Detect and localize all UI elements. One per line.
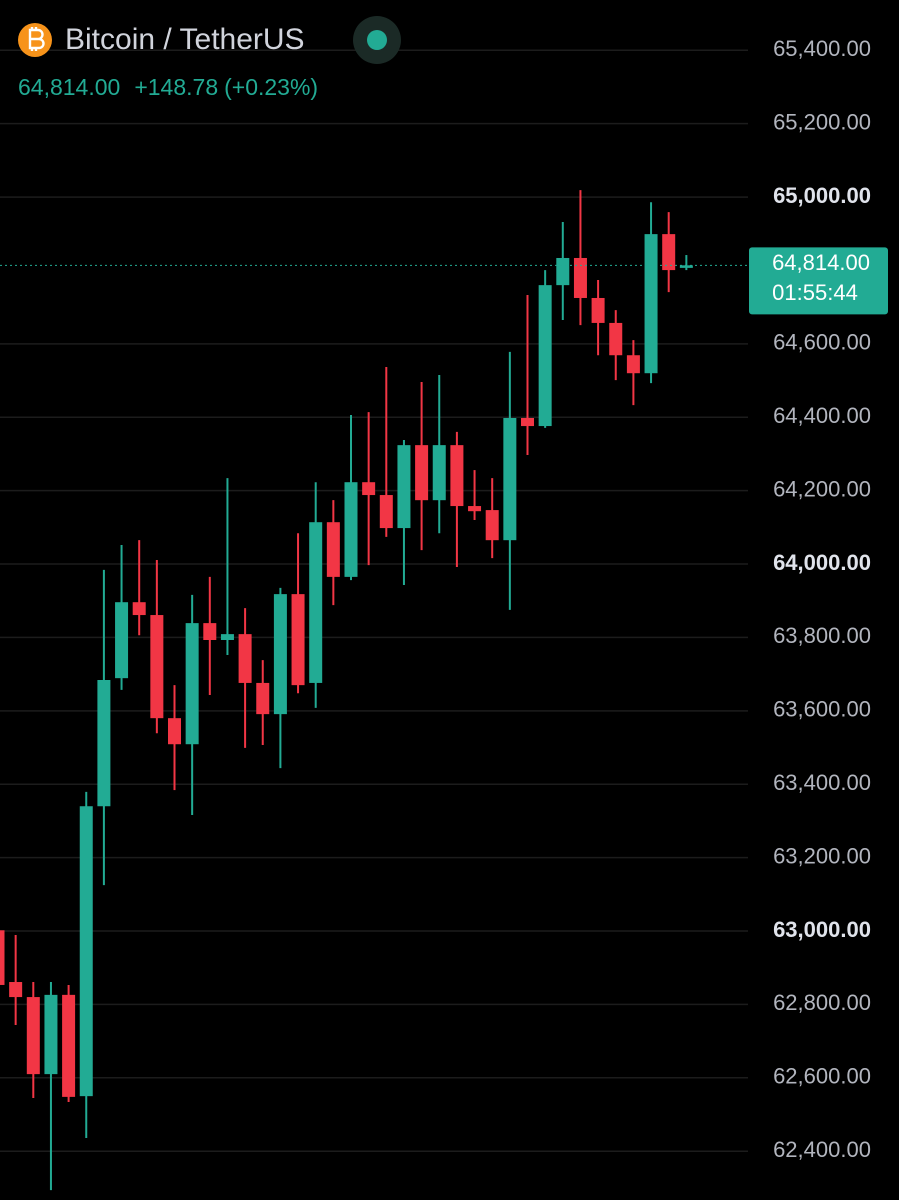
overlay: 64,814.00 01:55:44 [0, 247, 888, 315]
y-tick-label: 62,800.00 [773, 990, 871, 1015]
candle-body [97, 680, 111, 807]
candle-body [115, 602, 129, 679]
y-tick-label: 63,600.00 [773, 697, 871, 722]
status-dot [367, 30, 387, 50]
candle-body [132, 602, 146, 616]
candle-body [626, 355, 640, 374]
candle-body [679, 265, 693, 268]
candle-body [397, 445, 411, 529]
candle-body [168, 718, 181, 745]
y-tick-label: 64,000.00 [773, 550, 871, 575]
y-tick-label: 62,400.00 [773, 1137, 871, 1162]
candle-body [432, 445, 446, 501]
candle-body [238, 634, 252, 683]
candle-body [150, 615, 164, 719]
candle-body [26, 997, 40, 1075]
candle-body [379, 495, 393, 529]
candle-body [415, 445, 429, 501]
y-tick-label: 63,400.00 [773, 770, 871, 795]
candle-body [556, 257, 570, 286]
candle-body [573, 257, 587, 298]
y-tick-label: 64,400.00 [773, 403, 871, 428]
candle-body [79, 806, 93, 1097]
grid: 62,400.00 62,600.00 62,800.00 63,000.00 63,2… [0, 36, 871, 1162]
y-tick-label: 63,800.00 [773, 623, 871, 648]
candle-body [503, 417, 517, 541]
change: +148.78 [134, 74, 218, 100]
candle-body [309, 522, 323, 683]
candle-body [203, 623, 217, 640]
candle-body [326, 522, 340, 577]
candle-body [0, 930, 5, 985]
coin-symbol [28, 27, 45, 51]
candle-body [450, 445, 464, 507]
candle-body [9, 982, 23, 998]
candle-body [644, 234, 658, 374]
y-tick-label: 64,600.00 [773, 330, 871, 355]
candle-body [662, 234, 676, 271]
candle-body [485, 510, 499, 541]
y-tick-label: 65,000.00 [773, 183, 871, 208]
candle-body [62, 994, 76, 1097]
y-tick-label: 65,400.00 [773, 36, 871, 61]
candle-body [44, 994, 58, 1075]
price-line: 64,814.00 +148.78 (+0.23%) [18, 74, 318, 100]
chart-title: Bitcoin / TetherUS [65, 23, 305, 56]
candle-body [220, 634, 234, 640]
y-tick-label: 65,200.00 [773, 109, 871, 134]
candle-body [185, 623, 199, 745]
price-label-box [749, 247, 888, 315]
y-tick-label: 64,200.00 [773, 476, 871, 501]
y-tick-label: 62,600.00 [773, 1064, 871, 1089]
countdown: 01:55:44 [772, 280, 858, 305]
y-tick-label: 63,000.00 [773, 917, 871, 942]
price-label: 64,814.00 [772, 250, 870, 275]
candle-body [362, 482, 376, 496]
candle-body [521, 417, 534, 427]
candle-body [591, 297, 605, 323]
y-tick-label: 63,200.00 [773, 843, 871, 868]
candle-body [273, 594, 287, 715]
candles [0, 190, 693, 1191]
candle-body [538, 285, 552, 427]
last-price: 64,814.00 [18, 74, 120, 100]
candle-body [609, 322, 623, 356]
candle-body [256, 682, 270, 715]
change-percent: (+0.23%) [224, 74, 318, 100]
candle-body [344, 482, 358, 577]
candle-body [468, 506, 482, 512]
candle-body [291, 594, 305, 686]
